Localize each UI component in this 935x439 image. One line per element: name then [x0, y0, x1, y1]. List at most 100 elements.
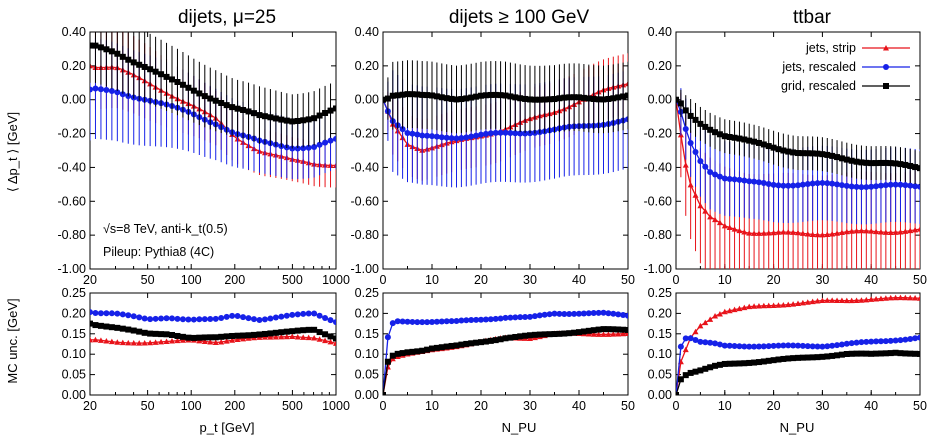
- data-point: [443, 318, 450, 325]
- data-point: [912, 226, 919, 233]
- y-tick-label: -0.80: [351, 228, 380, 242]
- data-point: [829, 342, 836, 349]
- y-tick-label: 0.10: [648, 347, 672, 361]
- data-point: [527, 313, 533, 320]
- data-point: [136, 61, 143, 68]
- data-point: [726, 342, 733, 349]
- data-point: [163, 331, 170, 338]
- series-grid-rescaled: [676, 349, 920, 395]
- data-point: [463, 95, 470, 102]
- data-point: [775, 229, 782, 235]
- data-point: [267, 315, 274, 322]
- data-point: [707, 126, 714, 133]
- data-point: [877, 229, 884, 235]
- plot-area: [676, 88, 920, 269]
- data-point: [809, 354, 816, 361]
- data-point: [240, 106, 247, 113]
- data-point: [580, 328, 587, 335]
- data-point: [119, 91, 126, 98]
- data-point: [463, 340, 470, 347]
- data-point: [746, 359, 753, 366]
- data-point: [843, 228, 850, 235]
- data-point: [785, 355, 792, 362]
- data-point: [755, 139, 762, 146]
- data-point: [887, 160, 894, 167]
- data-point: [897, 161, 904, 168]
- data-point: [522, 332, 529, 339]
- data-point: [595, 309, 602, 316]
- y-tick-label: 0.15: [355, 327, 379, 341]
- data-point: [902, 228, 909, 234]
- data-point: [305, 334, 312, 341]
- data-point: [721, 133, 728, 140]
- plot-area: [90, 309, 336, 346]
- panel-4: 0.25 0.20 0.15 0.10 0.05 0.000 10 20 30 40 50: [355, 286, 635, 413]
- data-point: [702, 365, 709, 372]
- x-tick-label: 40: [864, 399, 878, 413]
- data-point: [907, 294, 914, 301]
- data-point: [785, 342, 792, 349]
- series-grid-rescaled: [90, 320, 336, 342]
- data-point: [283, 312, 290, 319]
- data-point: [322, 314, 329, 321]
- data-point: [251, 331, 257, 338]
- data-point: [863, 350, 870, 357]
- data-point: [147, 339, 154, 346]
- data-point: [707, 213, 714, 220]
- data-point: [799, 181, 806, 188]
- annotation-pileup: Pileup: Pythia8 (4C): [103, 245, 214, 259]
- data-point: [223, 313, 230, 320]
- data-point: [196, 316, 203, 323]
- data-point: [114, 339, 121, 345]
- data-point: [512, 94, 519, 101]
- data-point: [897, 350, 904, 357]
- data-point: [775, 356, 782, 363]
- data-point: [853, 227, 860, 234]
- data-point: [590, 310, 597, 317]
- data-point: [419, 347, 426, 354]
- data-point: [443, 343, 450, 350]
- data-point: [834, 230, 841, 236]
- data-point: [283, 117, 290, 124]
- data-point: [702, 163, 709, 170]
- data-point: [551, 96, 558, 103]
- data-point: [283, 333, 290, 340]
- data-point: [726, 360, 733, 367]
- data-point: [229, 337, 236, 343]
- data-point: [536, 331, 543, 338]
- x-tick-label: 20: [83, 273, 97, 287]
- data-point: [907, 335, 914, 342]
- data-point: [853, 350, 860, 357]
- annotation-energy: √s=8 TeV, anti-k_t(0.5): [103, 222, 228, 236]
- data-point: [458, 341, 465, 348]
- data-point: [785, 182, 792, 189]
- data-point: [819, 353, 826, 360]
- y-tick-label: -0.60: [351, 194, 380, 208]
- data-point: [912, 335, 919, 342]
- data-point: [507, 334, 514, 341]
- y-tick-label: 0.05: [62, 368, 86, 382]
- data-point: [726, 224, 733, 231]
- data-point: [868, 183, 875, 190]
- data-point: [448, 318, 455, 325]
- data-point: [692, 149, 699, 156]
- y-tick-label: -0.40: [351, 160, 380, 174]
- y-tick-label: 0.15: [648, 327, 672, 341]
- data-point: [267, 334, 274, 340]
- data-point: [863, 227, 870, 234]
- data-point: [141, 329, 148, 336]
- data-point: [218, 314, 225, 321]
- x-tick-label: 200: [224, 399, 245, 413]
- data-point: [190, 316, 197, 323]
- data-point: [448, 95, 455, 102]
- data-point: [799, 230, 806, 236]
- data-point: [843, 182, 850, 189]
- data-point: [741, 177, 748, 184]
- data-point: [912, 164, 919, 171]
- y-tick-label: 0.10: [62, 347, 86, 361]
- legend-marker: [883, 45, 889, 51]
- data-point: [108, 338, 115, 345]
- data-point: [902, 336, 909, 343]
- data-point: [877, 159, 884, 166]
